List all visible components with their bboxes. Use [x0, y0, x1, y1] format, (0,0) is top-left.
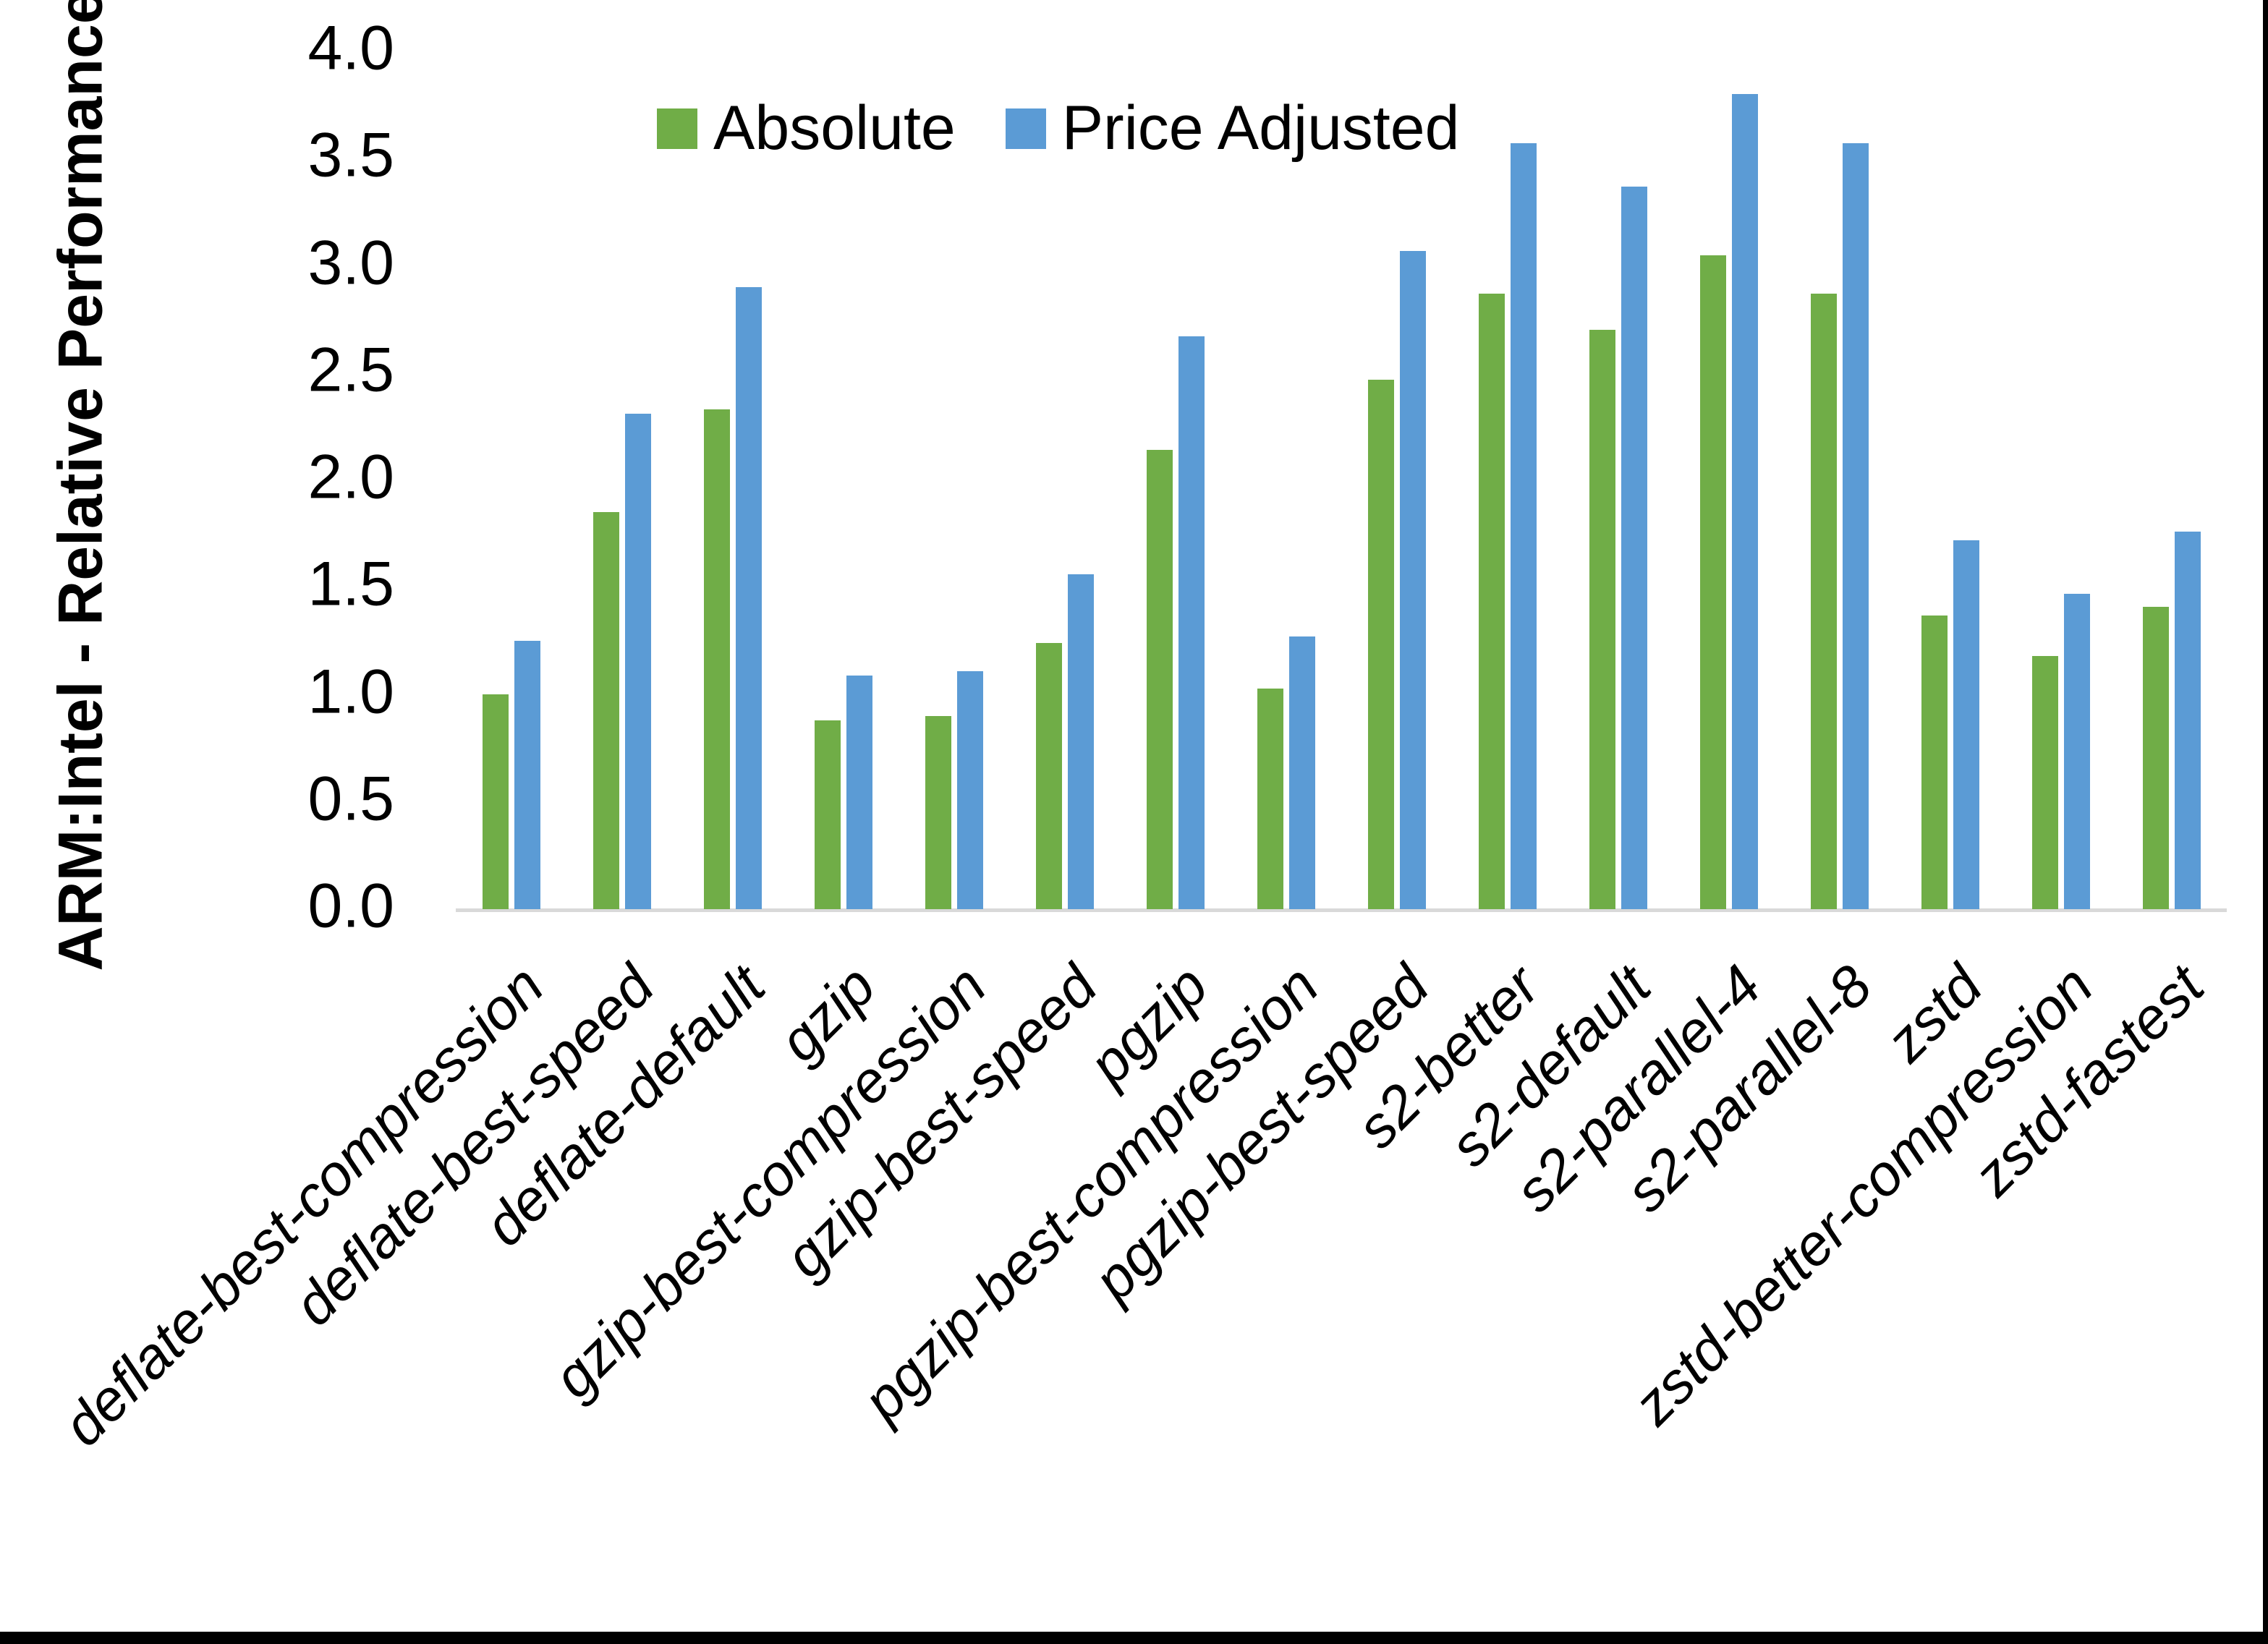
bar-absolute-pgzip [1147, 450, 1173, 909]
bar-price-adjusted-gzip [846, 676, 872, 909]
bar-price-adjusted-s2-better [1511, 143, 1537, 909]
bar-absolute-gzip-best-speed [1036, 643, 1062, 909]
bar-price-adjusted-pgzip-best-speed [1400, 251, 1426, 909]
x-axis-line [456, 908, 2227, 912]
bar-absolute-gzip-best-compression [925, 716, 951, 909]
bar-price-adjusted-s2-parallel-4 [1732, 94, 1758, 909]
y-axis-title: ARM:Intel - Relative Performance [46, 0, 116, 971]
legend-label-price-adjusted: Price Adjusted [1061, 93, 1460, 163]
bar-absolute-gzip [815, 720, 841, 909]
y-tick-label: 4.0 [307, 13, 394, 83]
bar-price-adjusted-s2-default [1621, 187, 1647, 909]
bottom-border [0, 1632, 2268, 1644]
bar-price-adjusted-zstd [1953, 540, 1979, 909]
bar-price-adjusted-gzip-best-compression [957, 671, 983, 909]
bar-absolute-zstd [1921, 616, 1948, 909]
legend-swatch-absolute [657, 108, 697, 149]
bar-absolute-deflate-best-compression [483, 694, 509, 909]
bar-absolute-s2-parallel-8 [1811, 294, 1837, 909]
legend-item-price-adjusted: Price Adjusted [1005, 93, 1460, 164]
bar-price-adjusted-gzip-best-speed [1068, 574, 1094, 909]
legend-item-absolute: Absolute [657, 93, 956, 164]
bar-absolute-deflate-best-speed [593, 512, 619, 909]
bar-absolute-zstd-fastest [2143, 607, 2169, 909]
bar-absolute-zstd-better-compression [2032, 656, 2058, 909]
bar-absolute-s2-parallel-4 [1700, 255, 1726, 909]
bar-price-adjusted-s2-parallel-8 [1843, 143, 1869, 909]
bar-price-adjusted-zstd-fastest [2175, 532, 2201, 909]
y-tick-label: 1.0 [307, 657, 394, 727]
y-tick-label: 0.0 [307, 871, 394, 941]
y-tick-label: 2.0 [307, 442, 394, 512]
bar-price-adjusted-deflate-best-speed [625, 414, 651, 909]
bar-price-adjusted-deflate-best-compression [514, 641, 540, 909]
bar-absolute-s2-default [1589, 330, 1615, 909]
y-tick-label: 3.0 [307, 228, 394, 298]
bar-price-adjusted-deflate-default [736, 287, 762, 909]
y-tick-label: 1.5 [307, 549, 394, 619]
bar-absolute-deflate-default [704, 409, 730, 909]
legend: Absolute Price Adjusted [657, 93, 1459, 164]
bar-price-adjusted-pgzip [1178, 336, 1205, 909]
bar-absolute-pgzip-best-compression [1257, 689, 1283, 909]
legend-label-absolute: Absolute [713, 93, 956, 163]
y-tick-label: 0.5 [307, 764, 394, 834]
y-tick-label: 3.5 [307, 120, 394, 190]
bar-absolute-s2-better [1479, 294, 1505, 909]
y-tick-label: 2.5 [307, 335, 394, 405]
right-border [2263, 0, 2268, 1644]
bar-price-adjusted-pgzip-best-compression [1289, 636, 1315, 909]
legend-swatch-price-adjusted [1005, 108, 1046, 149]
bar-price-adjusted-zstd-better-compression [2064, 594, 2090, 909]
bar-absolute-pgzip-best-speed [1368, 380, 1394, 909]
